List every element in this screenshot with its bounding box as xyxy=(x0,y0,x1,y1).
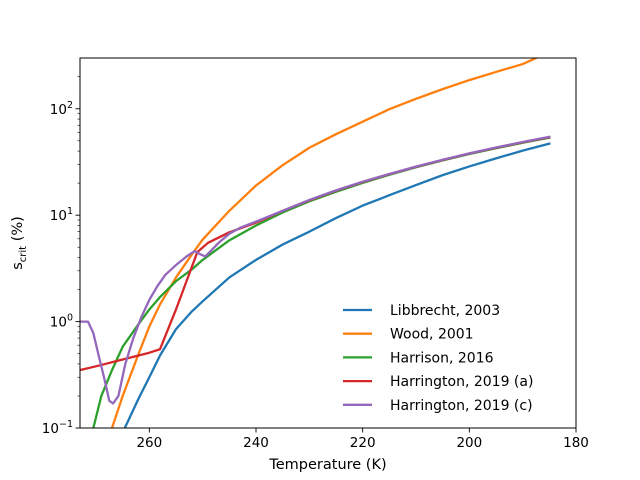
x-tick-label: 220 xyxy=(350,435,376,451)
y-tick-label: 100 xyxy=(50,313,73,331)
legend-label: Libbrecht, 2003 xyxy=(390,303,500,319)
series-line-1 xyxy=(123,142,551,428)
legend: Libbrecht, 2003 Wood, 2001 Harrison, 2016 H… xyxy=(343,303,533,414)
legend-label: Harrison, 2016 xyxy=(390,350,494,366)
plot-frame xyxy=(79,57,577,429)
y-tick-label: 102 xyxy=(50,100,73,118)
x-axis: 260 240 220 200 180 xyxy=(136,428,589,451)
x-tick-label: 260 xyxy=(136,435,162,451)
legend-label: Harrington, 2019 (c) xyxy=(390,398,533,414)
y-tick-label: 101 xyxy=(50,206,73,224)
x-tick-label: 240 xyxy=(243,435,269,451)
series-layer xyxy=(80,58,551,428)
x-axis-label: Temperature (K) xyxy=(268,457,386,473)
legend-label: Wood, 2001 xyxy=(390,327,474,343)
x-tick-label: 200 xyxy=(456,435,482,451)
x-tick-label: 180 xyxy=(563,435,589,451)
y-tick-label: 10−1 xyxy=(42,419,73,437)
plot-area xyxy=(80,58,576,428)
series-line-2 xyxy=(110,58,538,428)
series-line-5 xyxy=(80,135,551,405)
y-axis-label: scrit (%) xyxy=(10,216,29,270)
y-axis: 10−1 100 101 102 xyxy=(42,76,80,437)
legend-label: Harrington, 2019 (a) xyxy=(390,374,533,390)
